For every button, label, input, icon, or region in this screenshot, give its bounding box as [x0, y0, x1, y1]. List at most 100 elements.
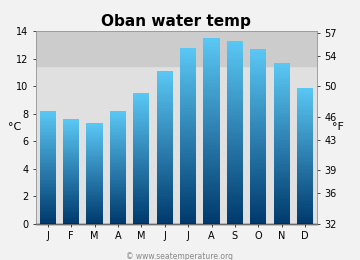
Bar: [274, 85, 290, 87]
Bar: [63, 222, 79, 224]
Bar: [227, 112, 243, 114]
Bar: [110, 166, 126, 167]
Bar: [274, 153, 290, 155]
Bar: [274, 121, 290, 123]
Bar: [250, 110, 266, 112]
Bar: [110, 135, 126, 136]
Bar: [86, 190, 103, 191]
Bar: [180, 180, 196, 182]
Bar: [203, 92, 220, 94]
Bar: [250, 112, 266, 114]
Bar: [274, 69, 290, 71]
Bar: [274, 163, 290, 165]
Bar: [203, 105, 220, 108]
Bar: [110, 211, 126, 212]
Bar: [297, 171, 313, 173]
Bar: [250, 71, 266, 73]
Bar: [274, 173, 290, 175]
Bar: [86, 211, 103, 212]
Bar: [63, 204, 79, 205]
Bar: [157, 113, 173, 115]
Bar: [110, 207, 126, 208]
Bar: [40, 174, 56, 176]
Bar: [86, 147, 103, 148]
Bar: [40, 180, 56, 181]
Bar: [180, 173, 196, 175]
Bar: [297, 213, 313, 215]
Bar: [86, 156, 103, 157]
Bar: [250, 147, 266, 150]
Bar: [40, 124, 56, 125]
Bar: [133, 180, 149, 181]
Bar: [274, 101, 290, 103]
Bar: [274, 191, 290, 193]
Bar: [110, 212, 126, 214]
Bar: [63, 161, 79, 162]
Bar: [227, 166, 243, 169]
Bar: [227, 82, 243, 84]
Bar: [157, 109, 173, 111]
Bar: [274, 198, 290, 199]
Bar: [180, 166, 196, 169]
Bar: [203, 152, 220, 154]
Bar: [227, 50, 243, 52]
Bar: [86, 187, 103, 188]
Bar: [203, 54, 220, 57]
Bar: [110, 176, 126, 177]
Bar: [297, 122, 313, 123]
Bar: [274, 129, 290, 131]
Bar: [157, 119, 173, 121]
Bar: [297, 130, 313, 132]
Bar: [110, 143, 126, 145]
Bar: [157, 159, 173, 161]
Bar: [86, 200, 103, 201]
Bar: [203, 191, 220, 193]
Bar: [110, 198, 126, 200]
Bar: [297, 127, 313, 128]
Bar: [203, 124, 220, 126]
Bar: [180, 92, 196, 94]
Bar: [86, 216, 103, 217]
Bar: [157, 86, 173, 88]
Bar: [180, 177, 196, 180]
Bar: [180, 193, 196, 195]
Bar: [86, 158, 103, 160]
Bar: [274, 87, 290, 89]
Bar: [133, 114, 149, 116]
Bar: [203, 110, 220, 112]
Bar: [203, 184, 220, 186]
Bar: [40, 190, 56, 191]
Bar: [133, 103, 149, 105]
Bar: [110, 138, 126, 139]
Bar: [63, 212, 79, 213]
Bar: [297, 169, 313, 171]
Bar: [227, 196, 243, 198]
Bar: [63, 174, 79, 175]
Bar: [250, 162, 266, 165]
Bar: [110, 163, 126, 164]
Bar: [63, 216, 79, 217]
Bar: [110, 186, 126, 187]
Bar: [86, 153, 103, 155]
Bar: [180, 63, 196, 65]
Bar: [274, 103, 290, 105]
Bar: [274, 193, 290, 196]
Bar: [203, 161, 220, 163]
Bar: [180, 186, 196, 188]
Bar: [157, 117, 173, 119]
Bar: [40, 221, 56, 222]
Bar: [110, 125, 126, 126]
Bar: [180, 145, 196, 147]
Bar: [250, 121, 266, 123]
Bar: [110, 219, 126, 221]
Bar: [180, 182, 196, 184]
Bar: [110, 197, 126, 198]
Bar: [133, 145, 149, 147]
Bar: [250, 80, 266, 82]
Bar: [40, 145, 56, 146]
Bar: [157, 132, 173, 134]
Bar: [297, 208, 313, 210]
Bar: [180, 125, 196, 127]
Bar: [250, 208, 266, 211]
Bar: [63, 187, 79, 188]
